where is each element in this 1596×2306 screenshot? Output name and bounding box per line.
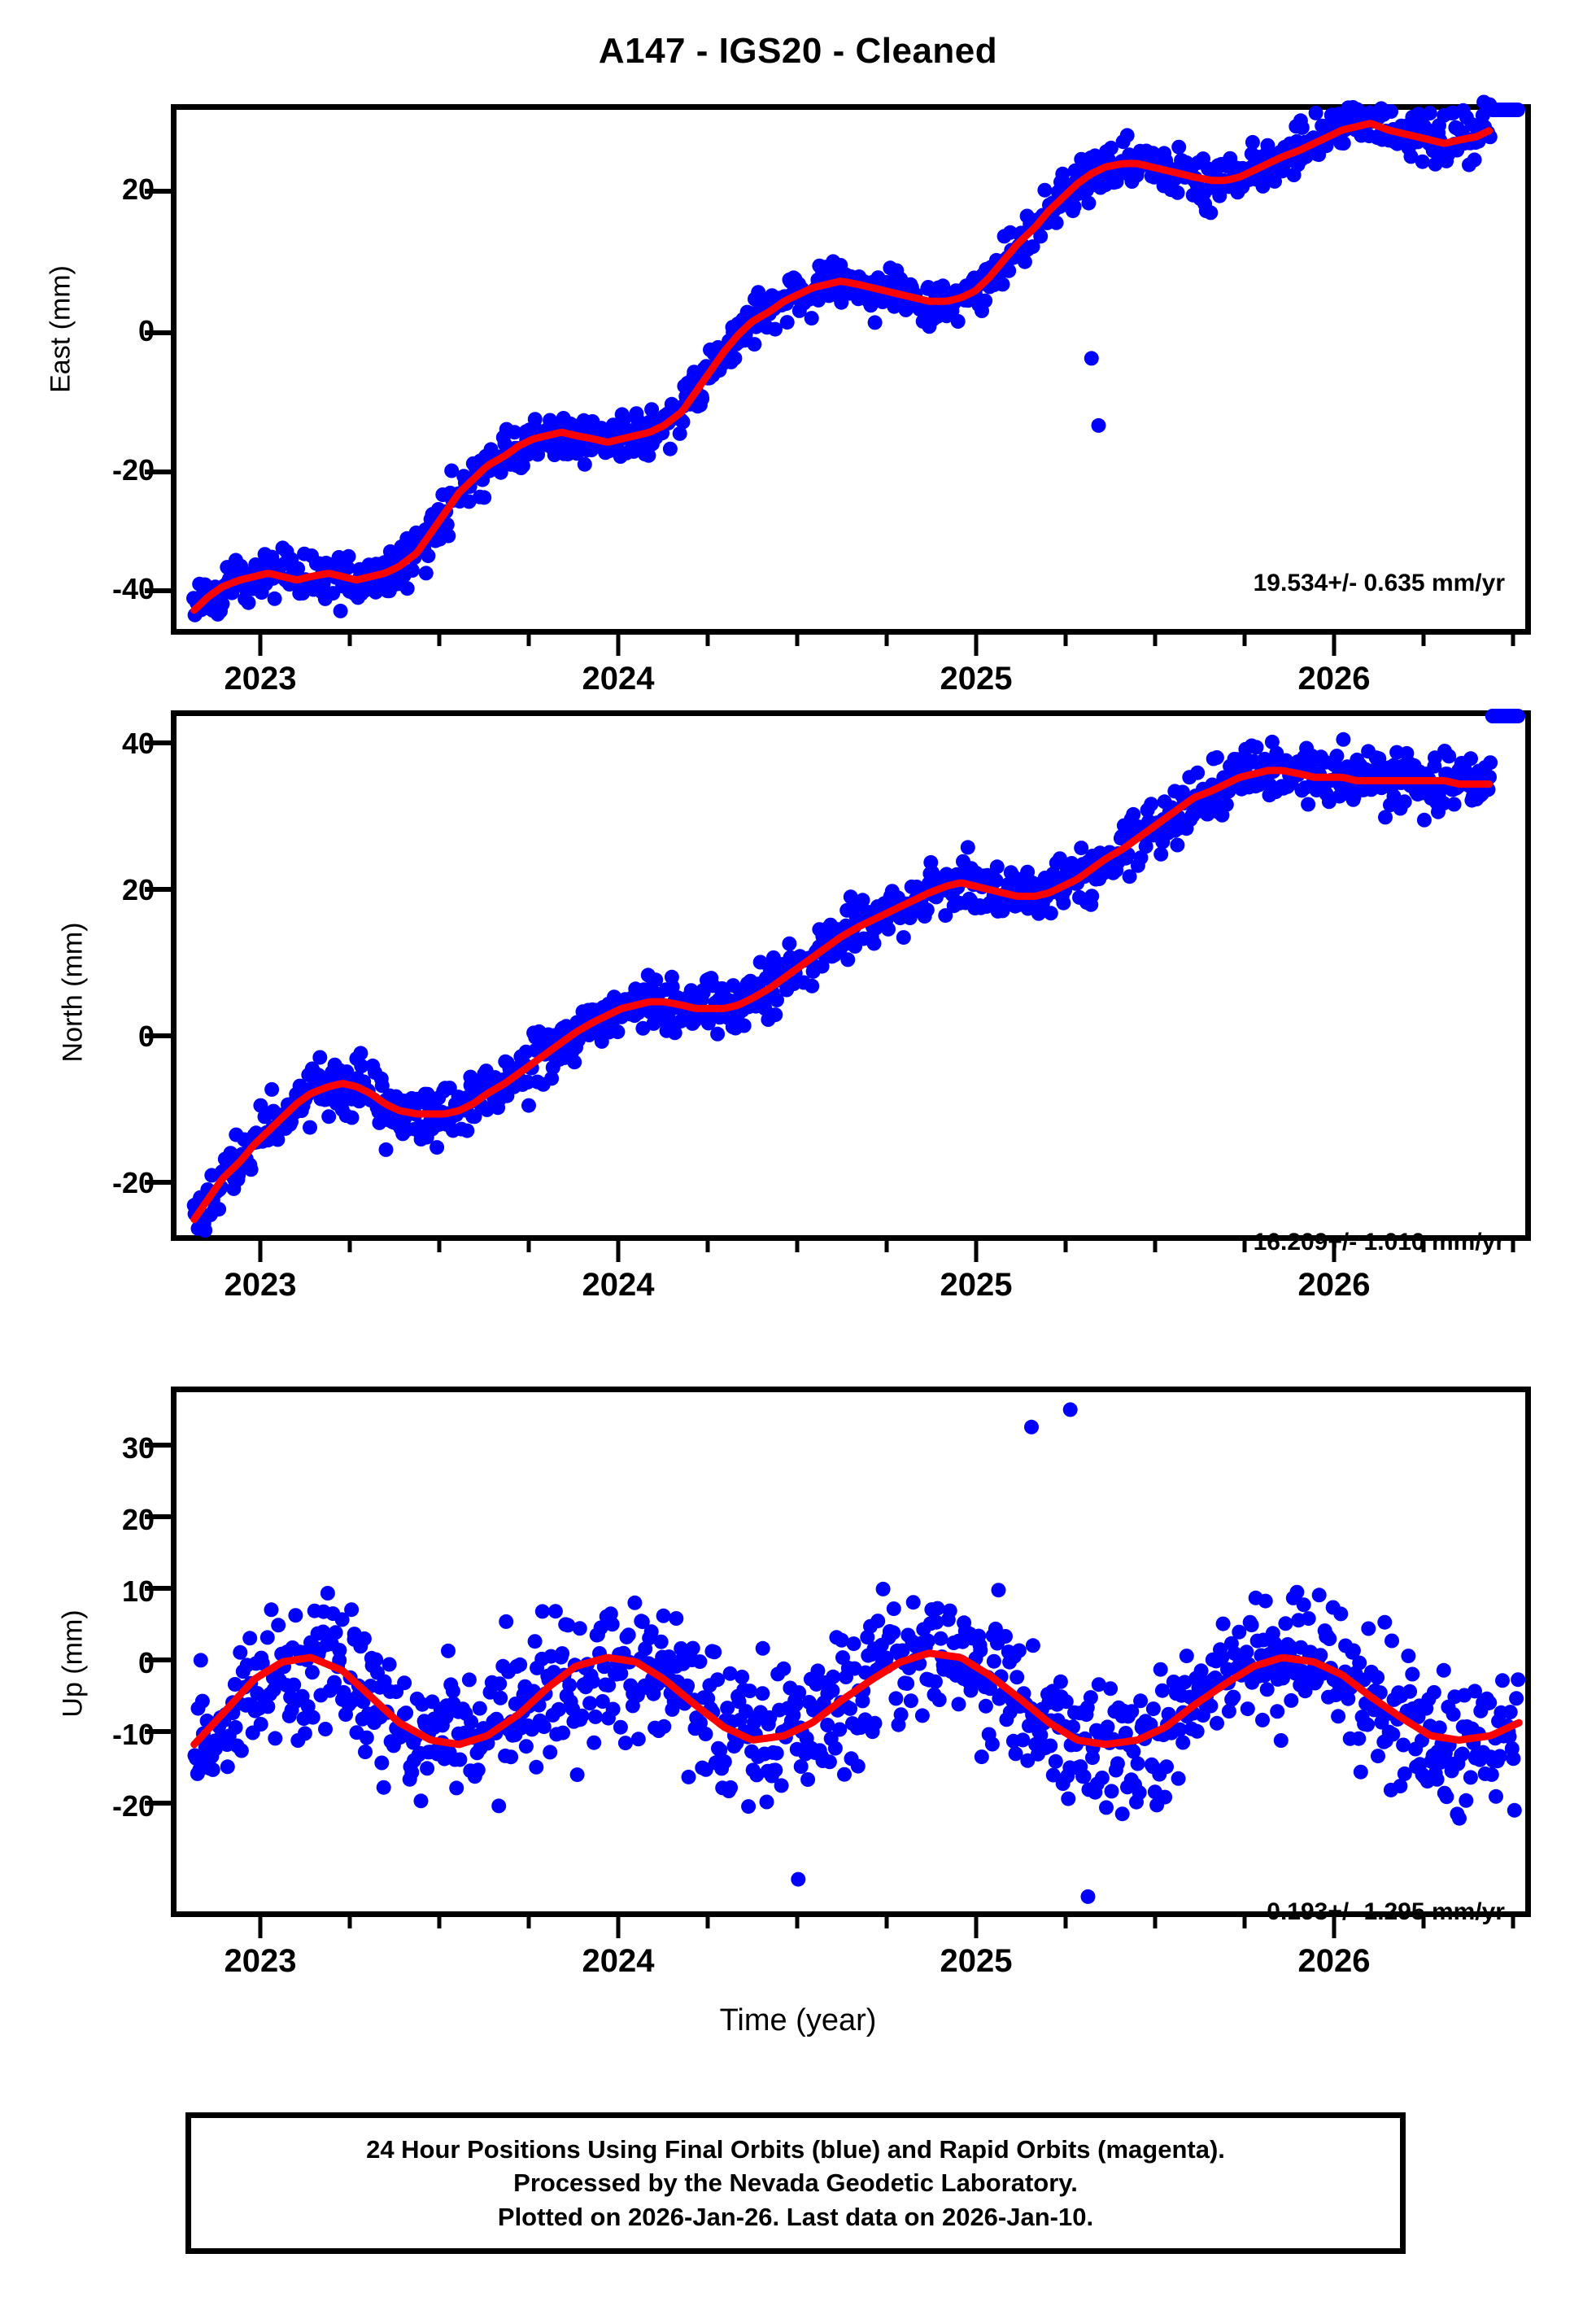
ytick-up-5: -20 xyxy=(111,1789,155,1823)
xtick-up-0: 2023 xyxy=(224,1943,297,1979)
ytick-east-0: 20 xyxy=(121,173,155,206)
xtick-north-2: 2025 xyxy=(940,1267,1013,1303)
xtick-up-1: 2024 xyxy=(582,1943,655,1979)
footer-note-box: 24 Hour Positions Using Final Orbits (bl… xyxy=(185,2112,1406,2254)
plot-area-up[interactable] xyxy=(171,1387,1531,1917)
rate-annotation-east: 19.534+/- 0.635 mm/yr xyxy=(1253,570,1505,596)
ytick-up-0: 30 xyxy=(121,1431,155,1465)
xtick-marks-up xyxy=(258,1917,1515,1938)
ytick-north-1: 20 xyxy=(121,873,155,906)
page-title: A147 - IGS20 - Cleaned xyxy=(598,31,998,71)
plot-area-east[interactable] xyxy=(171,94,1531,635)
xtick-east-1: 2024 xyxy=(582,661,655,697)
ytick-north-3: -20 xyxy=(111,1166,155,1199)
ytick-east-3: -40 xyxy=(111,572,155,605)
xtick-up-3: 2026 xyxy=(1297,1943,1371,1979)
ytick-north-0: 40 xyxy=(121,727,155,760)
plot-svg-east xyxy=(186,94,1525,622)
xtick-north-3: 2026 xyxy=(1297,1267,1371,1303)
xtick-north-1: 2024 xyxy=(582,1267,655,1303)
xtick-east-2: 2025 xyxy=(940,661,1013,697)
ytick-marks-up xyxy=(145,1443,174,1806)
footer-line-2: Processed by the Nevada Geodetic Laborat… xyxy=(513,2168,1078,2198)
xtick-east-3: 2026 xyxy=(1297,661,1371,697)
ytick-east-1: 0 xyxy=(16,314,155,348)
ytick-up-4: -10 xyxy=(111,1718,155,1751)
ytick-up-2: 10 xyxy=(121,1574,155,1608)
ytick-north-2: 0 xyxy=(16,1020,155,1054)
ytick-marks-east xyxy=(145,189,174,593)
footer-line-3: Plotted on 2026-Jan-26. Last data on 202… xyxy=(497,2202,1094,2231)
xaxis-title: Time (year) xyxy=(719,2003,877,2037)
plot-svg-up xyxy=(187,1402,1526,1904)
xtick-up-2: 2025 xyxy=(940,1943,1013,1979)
plot-svg-north xyxy=(186,709,1526,1238)
ytick-up-3: 0 xyxy=(137,1646,155,1679)
xtick-marks-north xyxy=(258,1241,1515,1262)
footer-line-1: 24 Hour Positions Using Final Orbits (bl… xyxy=(366,2135,1225,2164)
ytick-up-1: 20 xyxy=(121,1503,155,1536)
xtick-marks-east xyxy=(258,635,1515,656)
yaxis-label-north: North (mm) xyxy=(57,922,89,1063)
plot-area-north[interactable] xyxy=(171,709,1531,1241)
xtick-east-0: 2023 xyxy=(224,661,297,697)
rate-annotation-north: 16.209+/- 1.010 mm/yr xyxy=(1253,1229,1505,1256)
ytick-marks-north xyxy=(145,740,174,1185)
ytick-east-2: -20 xyxy=(111,453,155,487)
xtick-north-0: 2023 xyxy=(224,1267,297,1303)
rate-annotation-up: 0.193+/- 1.295 mm/yr xyxy=(1267,1898,1505,1925)
